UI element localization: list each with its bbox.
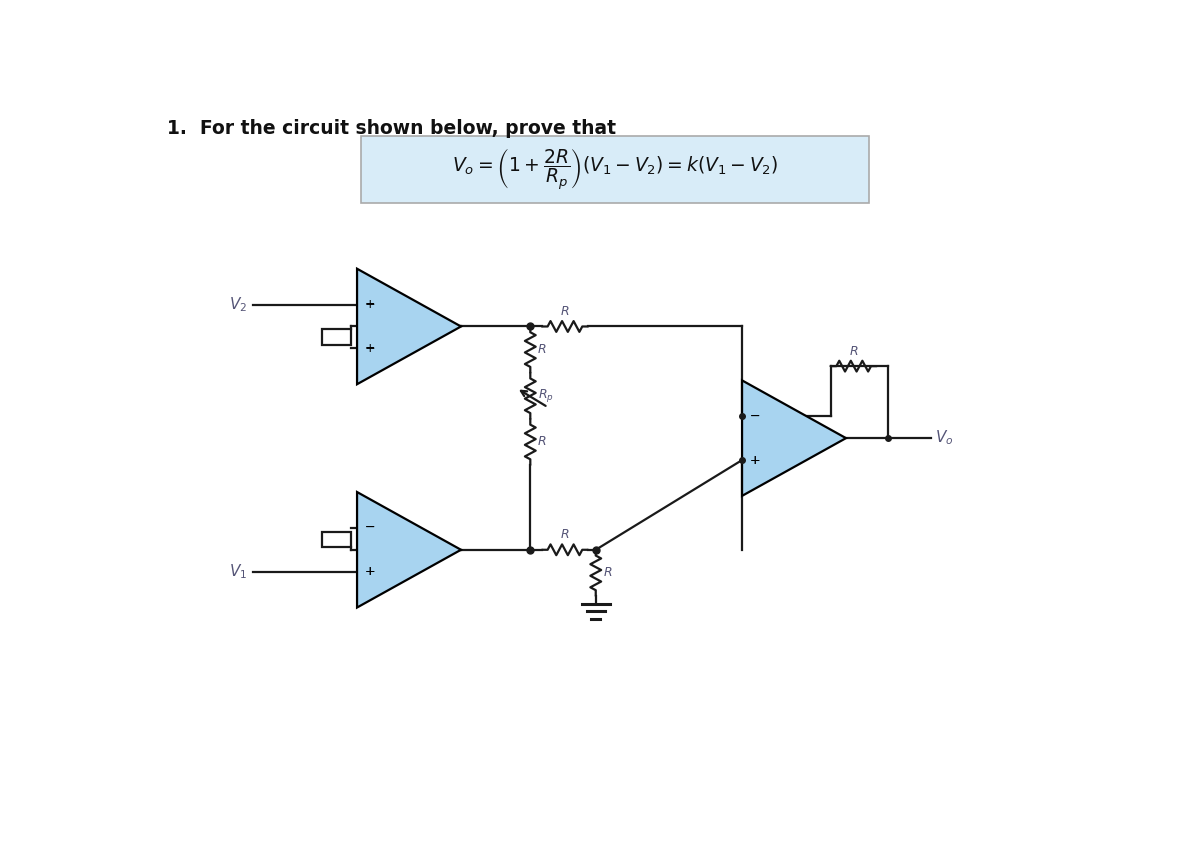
Text: $V_o = \left(1 + \dfrac{2R}{R_p}\right)(V_1 - V_2) = k(V_1 - V_2)$: $V_o = \left(1 + \dfrac{2R}{R_p}\right)(… (451, 147, 779, 192)
Text: $V_2$: $V_2$ (229, 296, 247, 314)
Text: 1.  For the circuit shown below, prove that: 1. For the circuit shown below, prove th… (167, 119, 616, 137)
Text: +: + (365, 342, 376, 355)
Text: −: − (365, 298, 376, 311)
Text: R: R (538, 435, 547, 448)
Text: +: + (365, 298, 376, 311)
Text: R: R (538, 343, 547, 356)
Text: −: − (365, 342, 376, 355)
Polygon shape (358, 492, 461, 607)
Text: −: − (750, 410, 761, 423)
Text: $V_1$: $V_1$ (229, 562, 247, 581)
Text: R: R (560, 529, 569, 541)
Bar (361, 136, 869, 203)
Bar (322, 329, 350, 345)
Text: +: + (365, 565, 376, 579)
Text: R: R (560, 305, 569, 318)
Text: +: + (750, 454, 761, 467)
Text: +: + (750, 454, 761, 467)
Polygon shape (742, 380, 846, 495)
Text: +: + (365, 565, 376, 579)
Text: −: − (750, 410, 761, 423)
Text: −: − (365, 522, 376, 534)
Text: R: R (850, 345, 858, 357)
Text: R: R (604, 567, 612, 579)
Bar (322, 532, 350, 547)
Text: $R_p$: $R_p$ (538, 387, 554, 404)
Text: $V_o$: $V_o$ (935, 429, 953, 447)
Text: −: − (365, 522, 376, 534)
Polygon shape (358, 268, 461, 385)
